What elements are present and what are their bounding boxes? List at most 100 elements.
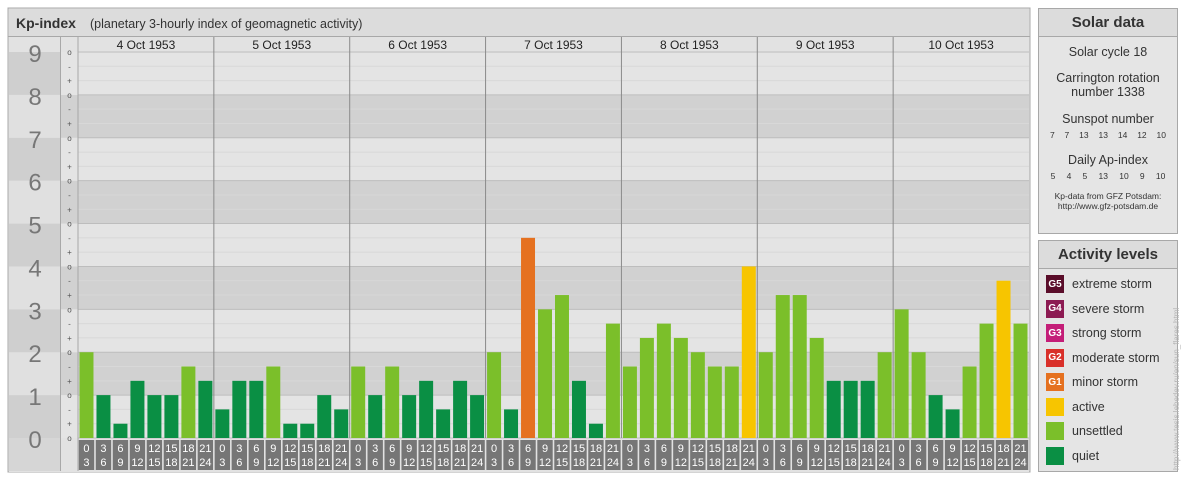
hour-cell xyxy=(673,440,689,470)
hour-label-end: 21 xyxy=(182,457,194,469)
hour-label-end: 12 xyxy=(675,457,687,469)
hour-cell xyxy=(876,440,893,470)
hour-cell xyxy=(978,440,995,470)
legend-swatch: G1 xyxy=(1046,373,1064,392)
kp-bar xyxy=(419,380,434,438)
hour-label-end: 3 xyxy=(491,457,497,469)
y-tick-label: 8 xyxy=(28,84,41,111)
hour-label-start: 21 xyxy=(1014,443,1026,455)
watermark: http://www.tesis.lebedev.ru/en/sun_flare… xyxy=(1172,307,1181,470)
hour-cell xyxy=(826,440,842,470)
hour-cell xyxy=(503,440,519,470)
legend-swatch: G4 xyxy=(1046,299,1064,318)
kp-bar xyxy=(385,366,400,438)
day-label: 8 Oct 1953 xyxy=(660,38,719,52)
hour-cell xyxy=(214,440,231,470)
ap-value: 5 xyxy=(1050,171,1056,181)
hour-label-start: 3 xyxy=(508,443,514,455)
hour-cell xyxy=(1012,440,1029,470)
kp-bar xyxy=(181,366,196,438)
y-minor-tick-label: - xyxy=(68,105,71,114)
hour-cell xyxy=(622,440,638,470)
legend-label: extreme storm xyxy=(1072,277,1152,292)
y-minor-tick-label: - xyxy=(68,363,71,372)
legend-item: G2 moderate storm xyxy=(1039,346,1177,371)
hour-cell xyxy=(418,440,434,470)
kp-bar xyxy=(130,380,145,438)
day-label: 9 Oct 1953 xyxy=(796,38,855,52)
hour-label-end: 6 xyxy=(916,457,922,469)
hour-label-end: 6 xyxy=(236,457,242,469)
kp-bar xyxy=(571,380,586,438)
source-link[interactable]: http://www.gfz-potsdam.de xyxy=(1057,201,1159,211)
sunspot-value: 10 xyxy=(1156,130,1166,140)
y-minor-tick-label: - xyxy=(68,62,71,71)
y-minor-tick-label: - xyxy=(68,405,71,414)
day-label: 6 Oct 1953 xyxy=(388,38,447,52)
kp-bar xyxy=(453,380,468,438)
hour-label-end: 21 xyxy=(454,457,466,469)
y-label-band xyxy=(9,395,60,438)
hour-label-end: 3 xyxy=(83,457,89,469)
sunspot-value: 13 xyxy=(1098,130,1108,140)
y-minor-tick-label: o xyxy=(67,134,72,143)
y-minor-tick-label: - xyxy=(68,191,71,200)
hour-cell xyxy=(384,440,400,470)
kp-bar xyxy=(809,337,824,438)
y-label-band xyxy=(9,309,60,353)
y-label-band xyxy=(9,180,60,224)
hour-label-start: 12 xyxy=(963,443,975,455)
hour-label-end: 6 xyxy=(100,457,106,469)
y-minor-tick-label: - xyxy=(68,320,71,329)
kp-bar xyxy=(979,323,994,438)
ap-value: 5 xyxy=(1082,171,1088,181)
hour-label-start: 9 xyxy=(950,443,956,455)
kp-bar xyxy=(232,380,247,438)
legend-swatch xyxy=(1046,446,1064,465)
hour-label-start: 12 xyxy=(420,443,432,455)
hour-label-end: 9 xyxy=(525,457,531,469)
day-label: 5 Oct 1953 xyxy=(252,38,311,52)
ap-value: 10 xyxy=(1155,171,1166,181)
kp-bar xyxy=(707,366,722,438)
hour-label-end: 3 xyxy=(627,457,633,469)
legend-item: G1 minor storm xyxy=(1039,370,1177,395)
hour-cell xyxy=(146,440,163,470)
kp-bar xyxy=(79,352,94,438)
legend-item: G4 severe storm xyxy=(1039,297,1177,322)
hour-cell xyxy=(961,440,978,470)
hour-label-start: 15 xyxy=(845,443,857,455)
legend-item: G5 extreme storm xyxy=(1039,272,1177,297)
hour-label-start: 0 xyxy=(83,443,89,455)
hour-label-start: 3 xyxy=(644,443,650,455)
kp-bar xyxy=(283,423,298,438)
day-label: 7 Oct 1953 xyxy=(524,38,583,52)
hour-label-end: 9 xyxy=(797,457,803,469)
kp-bar xyxy=(147,395,162,438)
hour-label-start: 21 xyxy=(743,443,755,455)
kp-bar xyxy=(945,409,960,438)
kp-bar xyxy=(96,395,111,438)
hour-cell xyxy=(401,440,417,470)
kp-bar xyxy=(317,395,332,438)
hour-cell xyxy=(435,440,451,470)
y-minor-tick-label: + xyxy=(67,291,72,300)
hour-label-start: 15 xyxy=(301,443,313,455)
chart-title: Kp-index xyxy=(16,15,76,31)
sunspot-values: 7 7 13 13 14 12 10 xyxy=(1039,130,1177,140)
y-minor-tick-label: - xyxy=(68,148,71,157)
y-minor-tick-label: + xyxy=(67,77,72,86)
hour-label-end: 18 xyxy=(301,457,313,469)
hour-cell xyxy=(707,440,723,470)
hour-label-end: 15 xyxy=(284,457,296,469)
kp-bar xyxy=(555,295,569,438)
hour-cell xyxy=(367,440,383,470)
hour-label-end: 21 xyxy=(590,457,602,469)
hour-label-end: 24 xyxy=(471,457,483,469)
legend-swatch xyxy=(1046,397,1064,416)
hour-cell xyxy=(265,440,281,470)
hour-label-end: 15 xyxy=(963,457,975,469)
y-minor-tick-label: + xyxy=(67,377,72,386)
sunspot-value: 12 xyxy=(1137,130,1147,140)
kp-bar xyxy=(249,380,264,438)
